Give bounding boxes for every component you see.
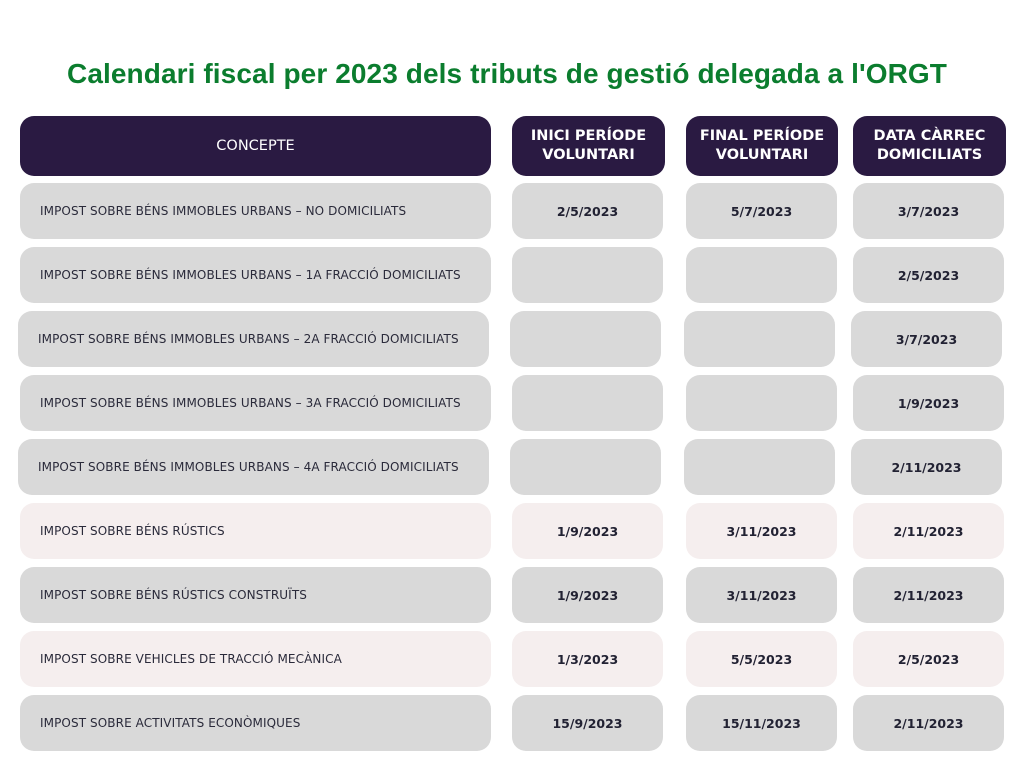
final-cell: 3/11/2023 bbox=[686, 567, 837, 623]
concept-cell: IMPOST SOBRE VEHICLES DE TRACCIÓ MECÀNIC… bbox=[20, 631, 491, 687]
carrec-cell: 2/5/2023 bbox=[853, 247, 1004, 303]
inici-cell: 15/9/2023 bbox=[512, 695, 663, 751]
page-title: Calendari fiscal per 2023 dels tributs d… bbox=[67, 58, 947, 89]
final-cell bbox=[684, 311, 835, 367]
inici-cell: 2/5/2023 bbox=[512, 183, 663, 239]
carrec-cell: 1/9/2023 bbox=[853, 375, 1004, 431]
header-carrec: DATA CÀRREC DOMICILIATS bbox=[853, 116, 1006, 176]
carrec-cell: 2/5/2023 bbox=[853, 631, 1004, 687]
inici-cell: 1/9/2023 bbox=[512, 567, 663, 623]
header-final-label: FINAL PERÍODE VOLUNTARI bbox=[699, 128, 825, 163]
inici-cell: 1/3/2023 bbox=[512, 631, 663, 687]
final-cell: 5/5/2023 bbox=[686, 631, 837, 687]
header-inici: INICI PERÍODE VOLUNTARI bbox=[512, 116, 665, 176]
carrec-cell: 2/11/2023 bbox=[851, 439, 1002, 495]
carrec-cell: 2/11/2023 bbox=[853, 503, 1004, 559]
inici-cell bbox=[510, 439, 661, 495]
final-cell: 15/11/2023 bbox=[686, 695, 837, 751]
inici-cell bbox=[512, 375, 663, 431]
final-cell bbox=[686, 375, 837, 431]
concept-cell: IMPOST SOBRE BÉNS IMMOBLES URBANS – 2A F… bbox=[18, 311, 489, 367]
final-cell bbox=[686, 247, 837, 303]
final-cell bbox=[684, 439, 835, 495]
concept-cell: IMPOST SOBRE ACTIVITATS ECONÒMIQUES bbox=[20, 695, 491, 751]
header-inici-label: INICI PERÍODE VOLUNTARI bbox=[530, 128, 647, 163]
inici-cell: 1/9/2023 bbox=[512, 503, 663, 559]
inici-cell bbox=[512, 247, 663, 303]
concept-cell: IMPOST SOBRE BÉNS RÚSTICS bbox=[20, 503, 491, 559]
carrec-cell: 2/11/2023 bbox=[853, 695, 1004, 751]
header-carrec-label: DATA CÀRREC DOMICILIATS bbox=[873, 128, 986, 163]
concept-cell: IMPOST SOBRE BÉNS IMMOBLES URBANS – 4A F… bbox=[18, 439, 489, 495]
inici-cell bbox=[510, 311, 661, 367]
header-concepte: CONCEPTE bbox=[20, 116, 491, 176]
carrec-cell: 3/7/2023 bbox=[853, 183, 1004, 239]
header-concepte-label: CONCEPTE bbox=[216, 137, 295, 154]
final-cell: 5/7/2023 bbox=[686, 183, 837, 239]
concept-cell: IMPOST SOBRE BÉNS RÚSTICS CONSTRUÏTS bbox=[20, 567, 491, 623]
concept-cell: IMPOST SOBRE BÉNS IMMOBLES URBANS – 1A F… bbox=[20, 247, 491, 303]
concept-cell: IMPOST SOBRE BÉNS IMMOBLES URBANS – NO D… bbox=[20, 183, 491, 239]
carrec-cell: 2/11/2023 bbox=[853, 567, 1004, 623]
final-cell: 3/11/2023 bbox=[686, 503, 837, 559]
carrec-cell: 3/7/2023 bbox=[851, 311, 1002, 367]
header-final: FINAL PERÍODE VOLUNTARI bbox=[686, 116, 838, 176]
concept-cell: IMPOST SOBRE BÉNS IMMOBLES URBANS – 3A F… bbox=[20, 375, 491, 431]
